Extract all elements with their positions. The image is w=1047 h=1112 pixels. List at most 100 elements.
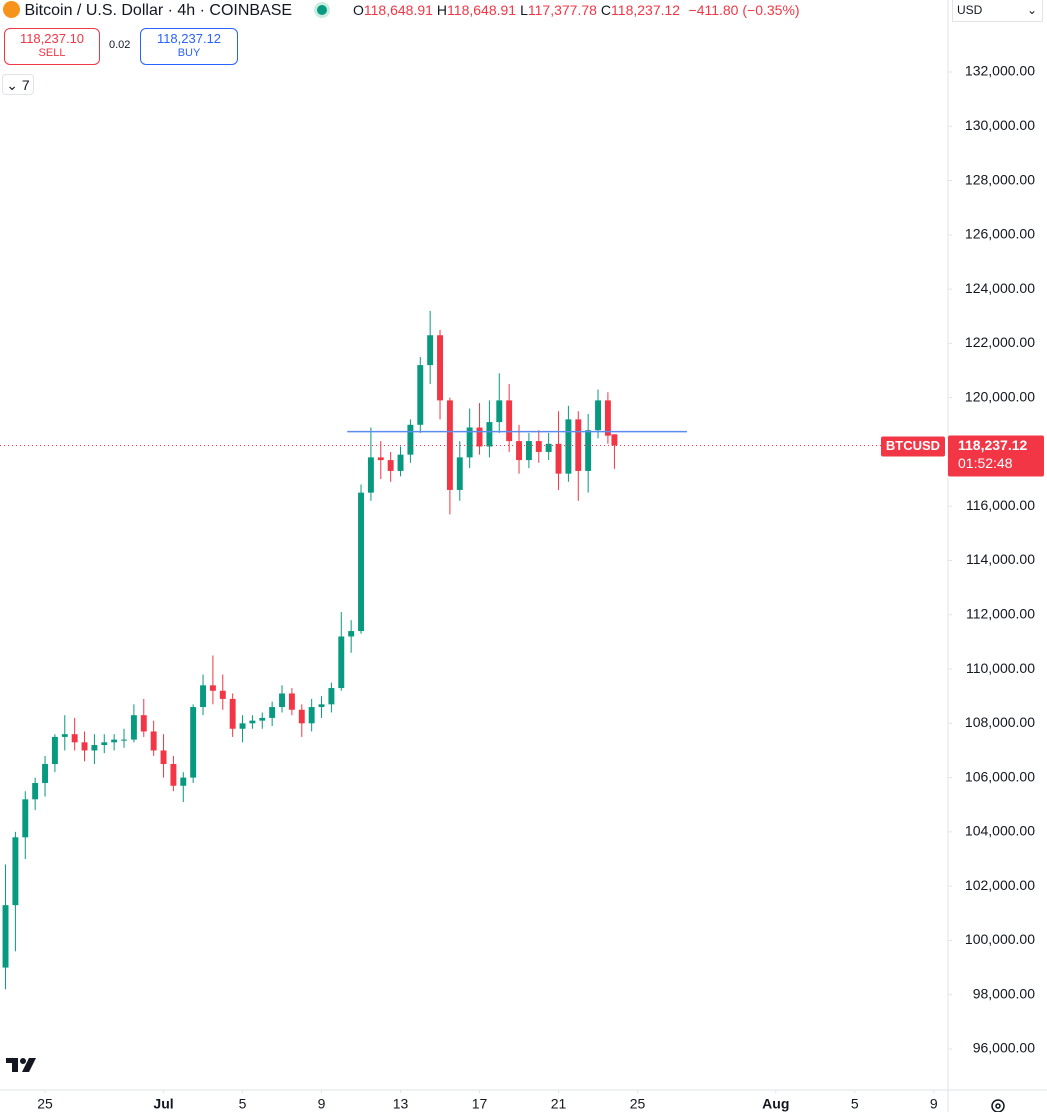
candle-body xyxy=(229,698,236,729)
candle-body xyxy=(71,734,78,743)
candle-body xyxy=(585,430,592,471)
y-tick-label: 114,000.00 xyxy=(966,551,1035,567)
ohlc-key: O xyxy=(353,2,364,18)
ohlc-key: H xyxy=(436,2,448,18)
currency-select[interactable]: USD ⌄ xyxy=(952,0,1043,22)
symbol-tag-label: BTCUSD xyxy=(886,438,940,453)
candle-body xyxy=(466,427,473,458)
candle-body xyxy=(209,685,216,691)
candle-body xyxy=(51,736,58,765)
y-tick-label: 98,000.00 xyxy=(973,985,1035,1001)
y-tick-label: 122,000.00 xyxy=(965,334,1035,350)
candle-body xyxy=(397,454,404,471)
candle-body xyxy=(575,419,582,471)
x-tick-label: 9 xyxy=(930,1096,938,1112)
sell-button[interactable]: 118,237.10 SELL xyxy=(4,28,100,65)
candle-body xyxy=(525,441,532,461)
countdown: 01:52:48 xyxy=(958,455,1013,471)
candle-body xyxy=(427,335,434,366)
candle-body xyxy=(604,400,611,436)
candle-body xyxy=(387,460,394,471)
ohlc-value: 117,377.78 xyxy=(527,2,597,18)
x-tick-label: 25 xyxy=(37,1096,53,1112)
y-tick-label: 106,000.00 xyxy=(965,768,1035,784)
candle-body xyxy=(611,434,618,446)
candle-body xyxy=(180,777,187,786)
candle-body xyxy=(535,441,542,452)
x-tick-label: Jul xyxy=(153,1096,173,1112)
candle-body xyxy=(318,704,325,708)
candle-body xyxy=(308,707,315,724)
candle-body xyxy=(111,739,118,743)
ohlc-key: C xyxy=(600,2,612,18)
spread: 0.02 xyxy=(109,39,131,51)
candle-body xyxy=(269,707,276,718)
symbol-tag xyxy=(881,436,945,457)
candle-body xyxy=(130,715,137,740)
ohlc-value: 118,648.91 xyxy=(363,2,433,18)
candle-body xyxy=(42,764,48,784)
candle-body xyxy=(437,335,443,401)
buy-button[interactable]: 118,237.12 BUY xyxy=(140,28,238,65)
x-tick-label: Aug xyxy=(762,1096,789,1112)
candle-body xyxy=(91,745,98,751)
y-tick-label: 132,000.00 xyxy=(965,63,1035,79)
y-tick-label: 116,000.00 xyxy=(966,497,1035,513)
ohlc-key: L xyxy=(520,2,528,18)
candle-body xyxy=(358,492,364,632)
candle-body xyxy=(348,631,355,637)
candle-body xyxy=(298,709,305,724)
buy-label: BUY xyxy=(177,47,201,59)
indicator-count: 7 xyxy=(21,77,30,93)
candle-body xyxy=(407,424,414,455)
candle-body xyxy=(2,905,9,968)
candle-body xyxy=(377,457,384,461)
candle-body xyxy=(338,636,345,689)
candle-body xyxy=(140,715,147,732)
y-tick-label: 112,000.00 xyxy=(966,605,1035,621)
candle-body xyxy=(249,720,256,724)
x-tick-label: 25 xyxy=(630,1096,646,1112)
currency: USD xyxy=(957,3,983,17)
y-tick-label: 108,000.00 xyxy=(965,714,1035,730)
y-tick-label: 110,000.00 xyxy=(966,660,1035,676)
candle-body xyxy=(417,365,424,425)
candle-body xyxy=(456,457,463,490)
candle-body xyxy=(150,731,157,751)
candle-body xyxy=(101,742,108,746)
candle-body xyxy=(516,441,522,461)
candle-body xyxy=(565,419,572,474)
y-tick-label: 130,000.00 xyxy=(965,117,1035,133)
ohlc-legend: O118,648.91 H118,648.91 L117,377.78 C118,23… xyxy=(353,2,684,18)
tv-logo xyxy=(6,1058,36,1072)
y-tick-label: 100,000.00 xyxy=(965,931,1035,947)
candle-body xyxy=(219,690,226,699)
symbol-title[interactable]: Bitcoin / U.S. Dollar · 4h · COINBASE xyxy=(24,2,293,19)
sell-price: 118,237.10 xyxy=(19,31,85,46)
candle-body xyxy=(328,688,335,705)
y-tick-label: 120,000.00 xyxy=(965,388,1035,404)
sell-label: SELL xyxy=(38,47,66,59)
x-tick-label: 9 xyxy=(318,1096,326,1112)
candle-body xyxy=(160,750,167,765)
candle-body xyxy=(12,837,19,906)
settings-icon[interactable] xyxy=(991,1099,1005,1112)
candle-body xyxy=(476,427,483,447)
y-tick-label: 96,000.00 xyxy=(973,1040,1035,1056)
candle-body xyxy=(32,783,39,800)
x-tick-label: 17 xyxy=(472,1096,488,1112)
candle-body xyxy=(81,742,88,751)
ohlc-value: 118,237.12 xyxy=(611,2,681,18)
y-tick-label: 126,000.00 xyxy=(965,226,1035,242)
candle-body xyxy=(200,685,206,708)
change: −411.80 (−0.35%) xyxy=(688,2,800,18)
y-tick-label: 128,000.00 xyxy=(965,171,1035,187)
y-tick-label: 104,000.00 xyxy=(965,823,1035,839)
candle-body xyxy=(170,764,177,786)
candle-body xyxy=(61,734,68,737)
market-status xyxy=(316,5,327,15)
candle-body xyxy=(555,443,562,474)
candle-body xyxy=(259,717,266,721)
indicator-toggle[interactable]: ⌄ 7 xyxy=(2,74,34,95)
candle-body xyxy=(446,400,453,490)
